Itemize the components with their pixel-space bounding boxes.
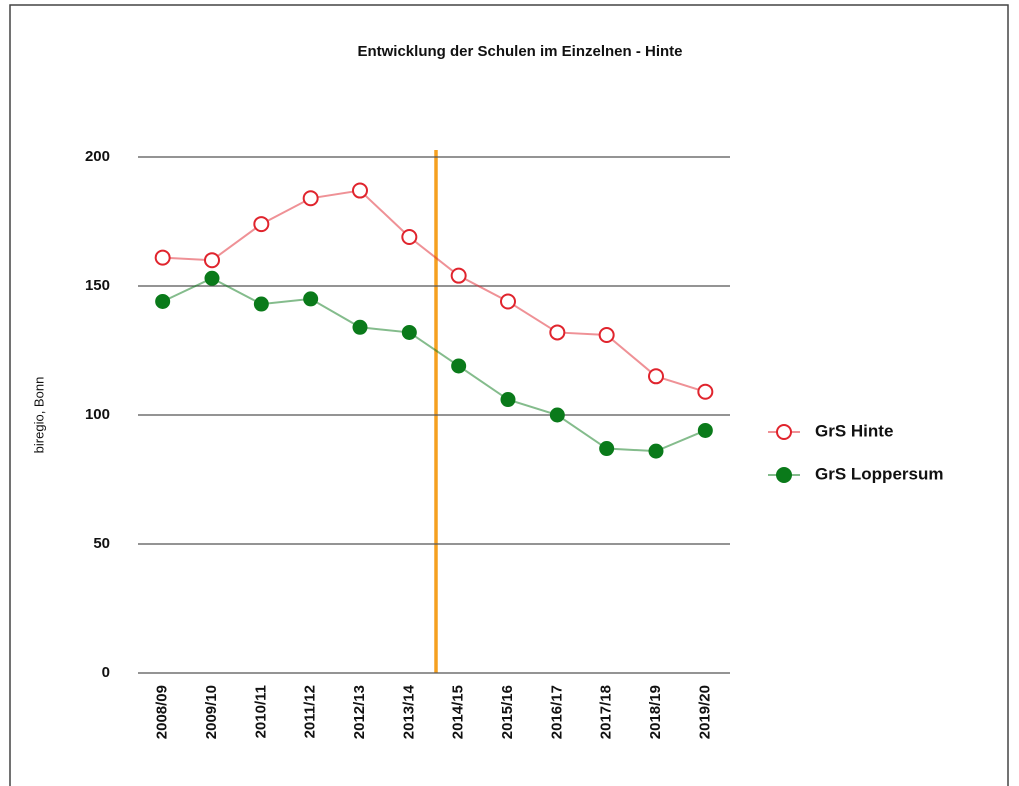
data-point [155, 293, 171, 309]
data-point [648, 368, 664, 385]
legend-marker [776, 424, 792, 440]
y-tick-label: 200 [85, 148, 110, 165]
x-tick-label: 2015/16 [499, 685, 516, 739]
x-tick-label: 2017/18 [598, 685, 615, 739]
data-point [598, 327, 615, 344]
data-point [352, 319, 368, 335]
data-point [450, 267, 467, 284]
data-point [648, 443, 664, 459]
data-point [204, 270, 220, 286]
data-point [401, 228, 418, 245]
y-axis-label: biregio, Bonn [31, 377, 46, 454]
x-tick-label: 2016/17 [548, 685, 565, 739]
y-tick-label: 100 [85, 406, 110, 423]
x-tick-label: 2013/14 [400, 684, 417, 739]
data-point [154, 249, 171, 266]
data-point [303, 291, 319, 307]
data-point [204, 252, 220, 269]
x-tick-label: 2018/19 [647, 685, 664, 739]
x-tick-label: 2009/10 [203, 685, 220, 739]
x-tick-label: 2008/09 [154, 685, 171, 739]
data-point [697, 422, 713, 438]
x-tick-label: 2011/12 [302, 685, 319, 738]
data-point [599, 441, 615, 457]
data-point [549, 324, 566, 341]
legend-marker [776, 467, 792, 483]
x-tick-label: 2012/13 [351, 685, 368, 739]
y-tick-label: 150 [85, 277, 110, 294]
x-tick-label: 2010/11 [252, 685, 269, 738]
x-tick-label: 2019/20 [696, 685, 713, 739]
data-point [500, 392, 516, 408]
data-point [451, 358, 467, 374]
data-point [253, 216, 270, 233]
y-tick-label: 0 [102, 664, 110, 681]
chart-title: Entwicklung der Schulen im Einzelnen - H… [357, 43, 682, 60]
data-point [352, 182, 368, 199]
data-point [253, 296, 269, 312]
data-point [549, 407, 565, 423]
x-tick-label: 2014/15 [450, 685, 467, 739]
series-line [162, 277, 706, 453]
series-line [162, 189, 706, 393]
frame [9, 4, 1009, 786]
data-point [302, 190, 319, 207]
y-tick-label: 50 [93, 535, 110, 552]
legend-label: GrS Loppersum [815, 464, 943, 483]
data-point [697, 383, 714, 400]
data-point [401, 324, 417, 340]
legend-label: GrS Hinte [815, 421, 893, 440]
data-point [500, 293, 516, 310]
